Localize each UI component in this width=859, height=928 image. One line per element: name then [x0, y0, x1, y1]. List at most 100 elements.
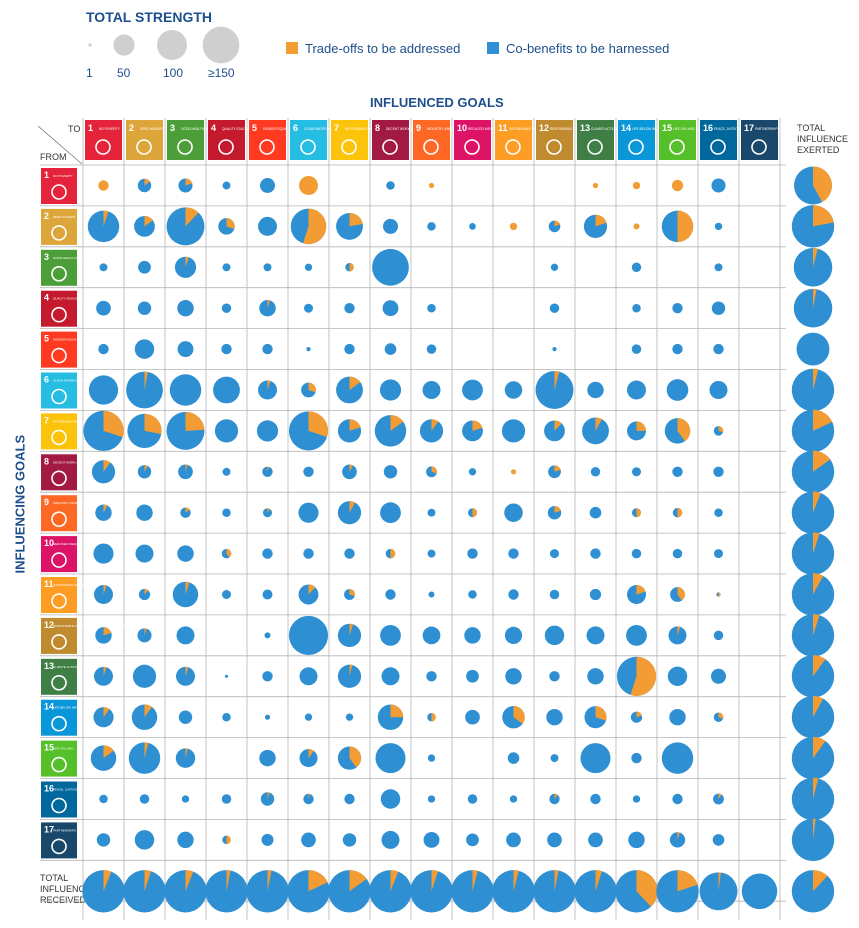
goal-tile-row-11	[41, 577, 77, 613]
cell-14-10	[465, 709, 480, 725]
cell-7-15	[664, 418, 691, 444]
goal-tile-row-num-14: 14	[44, 702, 54, 712]
cell-6-10	[462, 379, 483, 401]
cell-14-9-tradeoff	[431, 712, 436, 722]
cell-16-13	[590, 793, 601, 805]
cell-7-14	[627, 421, 646, 441]
cell-10-15	[672, 548, 683, 559]
goal-tile-row-num-7: 7	[44, 415, 49, 425]
cell-10-13	[590, 548, 601, 559]
goal-tile-col-14	[618, 120, 655, 160]
cell-9-5-tradeoff	[267, 508, 271, 513]
goal-tile-row-num-5: 5	[44, 334, 49, 344]
cell-7-16-tradeoff	[718, 426, 724, 433]
cell-1-2-tradeoff	[144, 178, 150, 186]
cell-17-16	[712, 834, 725, 846]
goal-tile-row-name-6: CLEAN WATER AND SANITATION	[53, 379, 100, 383]
growth-chart-icon-row	[51, 470, 67, 487]
total-received-10-tradeoff	[472, 870, 478, 892]
cell-6-3	[169, 374, 202, 406]
cell-7-1-tradeoff	[103, 410, 124, 438]
cell-6-5	[258, 380, 277, 400]
cell-14-16-tradeoff	[718, 712, 724, 719]
total-received-2-tradeoff	[144, 870, 152, 892]
cell-16-6	[303, 793, 314, 805]
cell-10-8-tradeoff	[390, 548, 396, 559]
goal-tile-col-11	[495, 120, 532, 160]
cell-9-14	[632, 508, 641, 518]
goal-tile-row-name-8: DECENT WORK AND ECONOMIC GROWTH	[53, 460, 114, 464]
cell-13-14	[616, 656, 657, 696]
cell-6-11	[504, 381, 523, 399]
cell-9-1-tradeoff	[103, 504, 108, 513]
goal-tile-col-name-9: INDUSTRY, INNOVATION AND INFRASTRUCTURE	[427, 127, 502, 131]
cell-3-7-tradeoff	[349, 263, 354, 272]
cell-6-12	[535, 371, 574, 409]
total-received-18-tradeoff	[813, 870, 828, 892]
cell-11-16	[716, 592, 721, 597]
goal-tile-col-name-2: ZERO HUNGER	[140, 127, 164, 131]
goal-tile-row-num-16: 16	[44, 784, 54, 794]
cell-11-7-tradeoff	[349, 589, 355, 597]
cell-12-14	[626, 625, 647, 646]
cell-14-12	[546, 708, 563, 726]
goal-tile-col-name-1: NO POVERTY	[99, 127, 121, 131]
cell-14-5	[264, 714, 271, 720]
goal-tile-col-9	[413, 120, 450, 160]
total-received-15	[656, 870, 699, 913]
goal-tile-row-16	[41, 781, 77, 818]
cell-12-9	[422, 626, 441, 645]
cell-12-6	[288, 615, 329, 655]
tree-icon-col	[669, 139, 685, 155]
cell-17-8	[381, 830, 400, 849]
goal-tile-row-num-10: 10	[44, 538, 54, 548]
cell-3-4	[222, 263, 231, 272]
goal-tile-col-4	[208, 120, 245, 160]
total-exerted-line-3: EXERTED	[797, 145, 840, 155]
cell-1-3	[178, 178, 193, 193]
cell-7-3-tradeoff	[185, 411, 205, 431]
rows-title: INFLUENCING GOALS	[12, 434, 28, 574]
total-exerted-2	[791, 205, 835, 248]
cell-14-11	[502, 705, 525, 729]
cell-4-2	[137, 301, 152, 315]
cell-13-7	[337, 664, 362, 688]
legend-cobenefit-swatch	[487, 42, 499, 54]
total-received-10	[451, 870, 494, 913]
cell-7-6-tradeoff	[308, 411, 329, 437]
cell-15-2	[128, 742, 161, 774]
goal-tile-row-1	[41, 168, 77, 204]
total-exerted-15-tradeoff	[813, 736, 826, 759]
total-received-8	[369, 870, 412, 913]
cell-2-9	[427, 222, 436, 231]
cell-11-2	[138, 588, 151, 601]
cell-1-4	[222, 181, 231, 190]
cell-5-6	[306, 346, 311, 352]
cell-7-2-tradeoff	[144, 413, 162, 435]
cell-13-10	[466, 669, 479, 683]
cell-11-3	[172, 581, 199, 608]
goal-tile-col-num-11: 11	[498, 123, 508, 133]
goal-tile-col-name-13: CLIMATE ACTION	[591, 127, 618, 131]
cell-12-11	[504, 626, 523, 645]
total-received-heading: TOTAL INFLUENCE RECEIVED	[40, 873, 91, 906]
total-received-11	[492, 870, 535, 913]
cell-8-6	[303, 466, 314, 477]
cell-15-9	[427, 754, 436, 762]
cell-8-16	[713, 466, 724, 477]
cell-4-4	[221, 303, 232, 313]
cell-13-12	[549, 671, 560, 682]
cell-11-7	[344, 589, 355, 600]
total-exerted-12-tradeoff	[813, 614, 820, 636]
cell-10-10	[467, 548, 478, 559]
cell-16-16-tradeoff	[718, 793, 722, 799]
cell-16-3	[181, 795, 190, 803]
cell-15-2-tradeoff	[144, 742, 149, 759]
total-exerted-line-2: INFLUENCE	[797, 134, 849, 144]
goal-tile-row-name-16: PEACE, JUSTICE AND STRONG INSTITUTIONS	[53, 788, 120, 792]
cell-13-11	[505, 668, 522, 685]
cell-16-12-tradeoff	[554, 793, 558, 799]
cell-2-12-tradeoff	[554, 220, 561, 227]
goal-tile-row-num-17: 17	[44, 824, 54, 834]
total-received-7-tradeoff	[349, 870, 367, 892]
